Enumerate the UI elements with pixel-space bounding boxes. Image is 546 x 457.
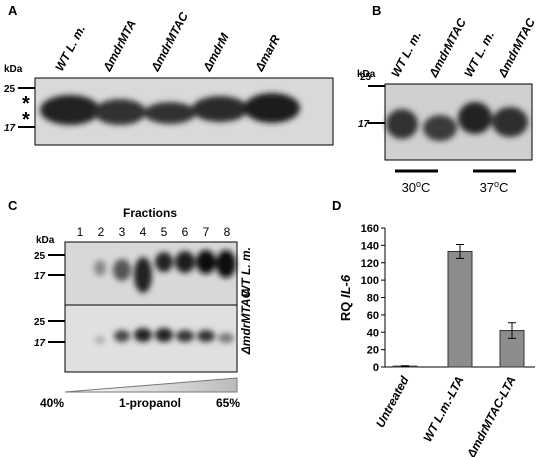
fraction-number: 3 — [119, 225, 126, 239]
gradient-end: 65% — [216, 396, 240, 410]
gradient-start: 40% — [40, 396, 64, 410]
temp-degree: o — [416, 179, 421, 189]
gradient-wedge — [64, 377, 238, 393]
panel-label: D — [332, 198, 341, 213]
y-tick-label: 40 — [367, 327, 379, 339]
error-bar — [456, 244, 464, 259]
lane-label: ΔmdrMTA — [100, 18, 139, 75]
bands — [40, 93, 300, 125]
marker: 17 — [34, 338, 46, 349]
fraction-number: 2 — [98, 225, 105, 239]
lane-label: ΔmdrMTAC — [495, 16, 538, 81]
y-label-gene: IL-6 — [338, 274, 353, 298]
y-tick-label: 60 — [367, 310, 379, 322]
asterisk: * — [22, 93, 30, 115]
temperature: 37oC — [480, 179, 509, 195]
panel-label: A — [8, 3, 18, 18]
y-label-text: RQ — [338, 302, 353, 322]
kda-label: kDa — [36, 235, 55, 246]
lane-label: ΔmarR — [252, 32, 283, 74]
y-tick-label: 0 — [373, 362, 379, 374]
temp-unit: C — [421, 180, 430, 195]
gradient-label: 1-propanol — [119, 396, 181, 410]
bands — [386, 102, 528, 141]
y-axis-label: RQ IL-6 — [338, 274, 353, 321]
fraction-number: 7 — [203, 225, 210, 239]
lane-label: WT L. m. — [52, 23, 88, 74]
strain-label: WT L. m. — [239, 247, 253, 297]
y-tick-label: 100 — [361, 275, 379, 287]
x-tick-label: ΔmdrMTAC-LTA — [464, 374, 519, 457]
fraction-number: 4 — [140, 225, 147, 239]
marker: 25 — [360, 72, 372, 83]
temperature: 30oC — [402, 179, 431, 195]
fraction-number: 6 — [182, 225, 189, 239]
strain-label: ΔmdrMTAC — [239, 289, 253, 355]
error-bar — [401, 365, 409, 368]
fractions-title: Fractions — [123, 206, 177, 220]
marker: 25 — [34, 251, 46, 262]
fraction-number: 8 — [224, 225, 231, 239]
y-tick-label: 120 — [361, 258, 379, 270]
marker: 17 — [4, 123, 16, 134]
y-tick-label: 160 — [361, 223, 379, 235]
lane-label: ΔmdrMTAC — [148, 10, 191, 75]
kda-label: kDa — [4, 64, 23, 75]
temp-number: 30 — [402, 180, 416, 195]
marker: 17 — [34, 271, 46, 282]
marker: 25 — [34, 317, 46, 328]
y-tick-label: 80 — [367, 293, 379, 305]
marker: 17 — [358, 119, 370, 130]
fraction-number: 1 — [77, 225, 84, 239]
y-tick-label: 140 — [361, 240, 379, 252]
temp-degree: o — [494, 179, 499, 189]
fraction-number: 5 — [161, 225, 168, 239]
marker: 25 — [4, 84, 16, 95]
temp-number: 37 — [480, 180, 494, 195]
lane-label: WT L. m. — [388, 29, 424, 80]
x-tick-label: WT L.m.-LTA — [420, 374, 466, 444]
temp-unit: C — [499, 180, 508, 195]
bands — [94, 250, 236, 344]
y-tick-label: 20 — [367, 345, 379, 357]
panel-label: C — [8, 198, 18, 213]
panel-label: B — [372, 3, 381, 18]
error-bar — [508, 322, 516, 339]
bar — [447, 250, 473, 368]
asterisk: * — [22, 109, 30, 131]
lane-label: ΔmdrM — [200, 30, 232, 74]
lane-label: WT L. m. — [461, 29, 497, 80]
x-tick-label: Untreated — [373, 373, 412, 430]
kda-label: kDa — [357, 69, 376, 80]
